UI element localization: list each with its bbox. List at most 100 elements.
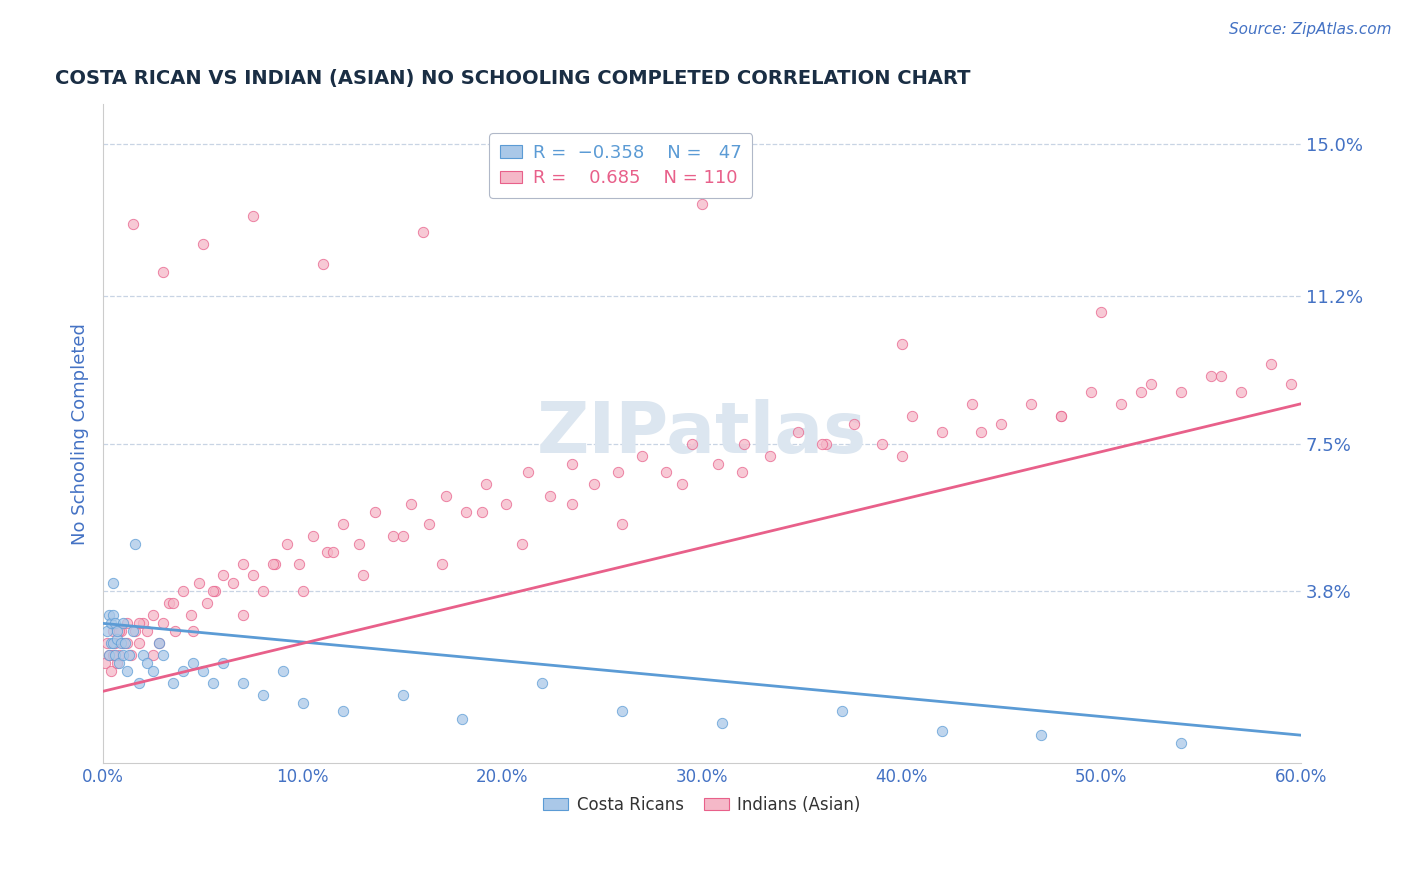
Point [222,576,245,591]
Point [191,237,214,252]
Point [162,676,184,690]
Point [436,489,458,503]
Point [315,544,337,558]
Point [152,616,174,631]
Point [1080,384,1102,399]
Point [690,197,713,211]
Point [517,465,540,479]
Point [96,624,118,639]
Point [1230,384,1253,399]
Point [1260,357,1282,371]
Point [201,584,224,599]
Point [232,608,254,623]
Point [312,257,335,271]
Point [142,608,165,623]
Point [114,636,136,650]
Point [1109,397,1132,411]
Point [710,716,733,731]
Point [1209,368,1232,383]
Point [931,425,953,439]
Point [108,657,131,671]
Point [252,584,274,599]
Point [681,436,703,450]
Point [391,688,413,702]
Point [731,465,754,479]
Point [124,536,146,550]
Point [172,665,194,679]
Point [232,557,254,571]
Point [104,616,127,631]
Point [101,636,124,650]
Point [1170,736,1192,750]
Point [1279,376,1302,391]
Point [181,657,204,671]
Text: ZIPatlas: ZIPatlas [537,400,868,468]
Point [118,648,141,663]
Point [1140,376,1163,391]
Point [352,568,374,582]
Point [101,648,124,663]
Point [655,465,678,479]
Y-axis label: No Schooling Completed: No Schooling Completed [72,323,89,545]
Point [512,536,534,550]
Point [212,657,235,671]
Point [870,436,893,450]
Point [301,528,323,542]
Point [232,676,254,690]
Point [531,676,554,690]
Text: COSTA RICAN VS INDIAN (ASIAN) NO SCHOOLING COMPLETED CORRELATION CHART: COSTA RICAN VS INDIAN (ASIAN) NO SCHOOLI… [55,69,970,87]
Point [132,616,155,631]
Point [100,665,122,679]
Point [98,608,121,623]
Point [108,648,131,663]
Point [271,665,294,679]
Point [142,648,165,663]
Point [204,584,226,599]
Point [132,648,155,663]
Point [252,688,274,702]
Point [112,636,135,650]
Point [263,557,285,571]
Point [1199,368,1222,383]
Point [810,436,832,450]
Point [1021,397,1043,411]
Point [100,636,122,650]
Point [242,209,264,223]
Point [101,608,124,623]
Point [112,648,135,663]
Point [276,536,298,550]
Point [786,425,808,439]
Point [124,624,146,639]
Point [128,676,150,690]
Point [96,636,118,650]
Point [122,217,145,231]
Point [607,465,630,479]
Point [136,624,159,639]
Point [188,576,211,591]
Point [332,704,354,718]
Point [890,337,912,351]
Point [101,576,124,591]
Point [381,528,404,542]
Point [105,632,128,647]
Point [671,476,693,491]
Point [451,712,474,726]
Point [960,397,983,411]
Point [631,449,654,463]
Point [152,265,174,279]
Point [391,528,413,542]
Point [759,449,782,463]
Point [195,596,218,610]
Point [180,608,202,623]
Point [128,636,150,650]
Point [970,425,993,439]
Point [1090,305,1112,319]
Point [612,516,634,531]
Point [136,657,159,671]
Point [890,449,912,463]
Point [201,676,224,690]
Point [612,704,634,718]
Point [120,648,142,663]
Point [148,636,170,650]
Point [1031,728,1053,742]
